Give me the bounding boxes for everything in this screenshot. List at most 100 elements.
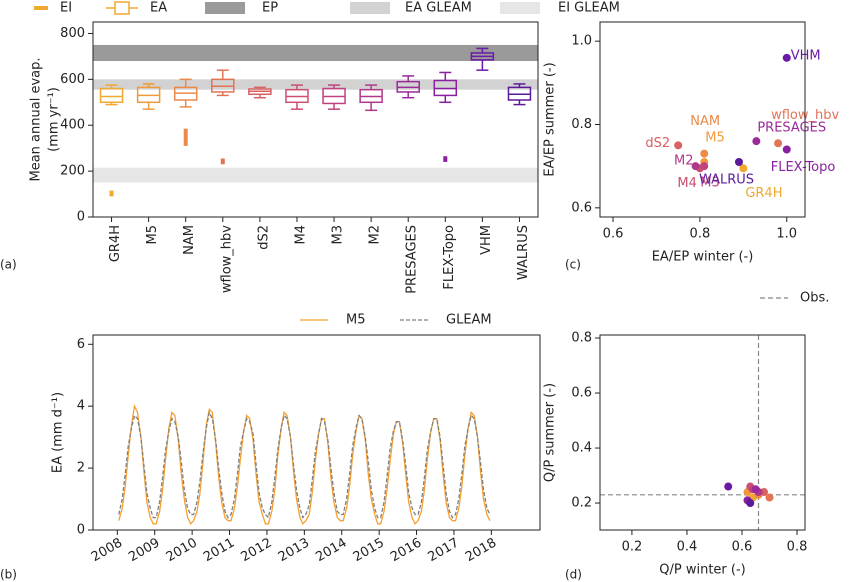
- legend-icon: [114, 1, 130, 15]
- panel-label: (c): [565, 258, 581, 272]
- panel-label: (b): [0, 568, 17, 582]
- reference-band: [93, 44, 538, 61]
- x-tick-label: M4: [293, 225, 308, 245]
- legend-label: EI: [60, 1, 72, 16]
- x-tick-label: 2018: [463, 536, 499, 566]
- y-tick-label: 400: [60, 118, 85, 133]
- scatter-point: [691, 162, 700, 171]
- box: [99, 87, 124, 104]
- scatter-point: [765, 493, 774, 502]
- y-axis-label: Q/P summer (-): [543, 383, 558, 482]
- plot-frame: [92, 21, 539, 218]
- panel-label: (d): [565, 568, 582, 582]
- x-tick-label: 2008: [89, 536, 125, 566]
- point-label: FLEX-Topo: [771, 160, 836, 175]
- x-axis-label: EA/EP winter (-): [652, 250, 754, 265]
- y-tick-label: 600: [60, 72, 85, 87]
- x-tick-label: NAM: [182, 225, 197, 255]
- y-tick-label: 2: [77, 461, 85, 476]
- y-tick-label: 0.6: [571, 200, 592, 215]
- plot-frame: [599, 334, 806, 531]
- x-tick-label: GR4H: [108, 225, 123, 262]
- plot-frame: [599, 21, 806, 218]
- y-axis-label: EA (mm d⁻¹): [51, 392, 66, 473]
- interception-bar: [443, 156, 448, 162]
- x-axis-label: Q/P winter (-): [659, 563, 745, 578]
- scatter-point: [782, 53, 791, 62]
- legend-label: EP: [262, 1, 278, 16]
- legend-label: EA GLEAM: [405, 1, 472, 16]
- x-tick-label: WALRUS: [516, 225, 531, 280]
- y-axis-label: EA/EP summer (-): [543, 62, 558, 176]
- y-tick-label: 0: [77, 210, 85, 225]
- reference-band: [93, 167, 538, 183]
- x-tick-label: wflow_hbv: [219, 225, 234, 293]
- legend-icon: [500, 2, 540, 14]
- x-tick-label: 2013: [276, 536, 312, 566]
- y-tick-label: 0.8: [571, 331, 592, 346]
- x-tick-label: VHM: [479, 225, 494, 255]
- x-tick-label: 0.6: [732, 540, 753, 555]
- interception-bar: [220, 158, 225, 165]
- legend-label: GLEAM: [446, 313, 492, 328]
- x-tick-label: 2015: [351, 536, 387, 566]
- y-tick-label: 1.0: [571, 34, 592, 49]
- scatter-point: [739, 164, 748, 173]
- x-tick-label: 0.4: [677, 540, 698, 555]
- x-tick-label: 2010: [164, 536, 200, 566]
- x-tick-label: dS2: [256, 225, 271, 250]
- panel-label: (a): [0, 258, 17, 272]
- point-label: M4: [677, 176, 697, 191]
- x-tick-label: 0.8: [787, 540, 808, 555]
- legend-label: M5: [346, 313, 366, 328]
- x-tick-label: 2016: [388, 536, 424, 566]
- y-axis-label: (mm yr⁻¹): [47, 87, 62, 152]
- y-tick-label: 0.4: [571, 441, 592, 456]
- legend-label: EI GLEAM: [558, 1, 620, 16]
- series-line: [118, 410, 491, 519]
- plot-frame: [92, 334, 541, 531]
- y-tick-label: 800: [60, 26, 85, 41]
- point-label: dS2: [645, 136, 670, 151]
- scatter-point: [674, 141, 683, 150]
- x-tick-label: M3: [331, 225, 346, 245]
- y-tick-label: 0.2: [571, 496, 592, 511]
- x-tick-label: M2: [368, 225, 383, 245]
- interception-bar: [109, 190, 114, 197]
- reference-band: [93, 79, 538, 90]
- y-axis-label: Mean annual evap.: [29, 58, 44, 182]
- x-tick-label: M5: [145, 225, 160, 245]
- point-label: M5: [705, 131, 725, 146]
- x-tick-label: 2017: [426, 536, 462, 566]
- y-tick-label: 4: [77, 399, 85, 414]
- scatter-point: [760, 488, 768, 497]
- point-label: M2: [674, 154, 694, 169]
- y-tick-label: 6: [77, 337, 85, 352]
- x-tick-label: FLEX-Topo: [442, 225, 457, 290]
- scatter-point: [700, 149, 709, 158]
- x-tick-label: PRESAGES: [405, 225, 420, 294]
- scatter-point: [700, 162, 709, 171]
- y-tick-label: 200: [60, 164, 85, 179]
- legend-label: Obs.: [800, 291, 829, 306]
- y-tick-label: 0.6: [571, 386, 592, 401]
- point-label: GR4H: [745, 186, 782, 201]
- y-tick-label: 0: [77, 523, 85, 538]
- x-tick-label: 2012: [239, 536, 275, 566]
- scatter-point: [774, 139, 783, 148]
- scatter-point: [782, 145, 791, 154]
- interception-bar: [183, 128, 188, 146]
- legend-icon: [350, 2, 390, 14]
- x-tick-label: 0.6: [603, 227, 624, 242]
- point-label: PRESAGES: [757, 121, 826, 136]
- x-tick-label: 2009: [126, 536, 162, 566]
- legend-icon: [205, 2, 245, 14]
- scatter-point: [734, 158, 743, 166]
- point-label: M3: [700, 176, 720, 191]
- scatter-point: [751, 485, 760, 494]
- x-tick-label: 1.0: [776, 227, 797, 242]
- y-tick-label: 0.8: [571, 117, 592, 132]
- x-tick-label: 2014: [313, 536, 349, 566]
- point-label: NAM: [690, 114, 720, 129]
- point-label: WALRUS: [699, 173, 754, 188]
